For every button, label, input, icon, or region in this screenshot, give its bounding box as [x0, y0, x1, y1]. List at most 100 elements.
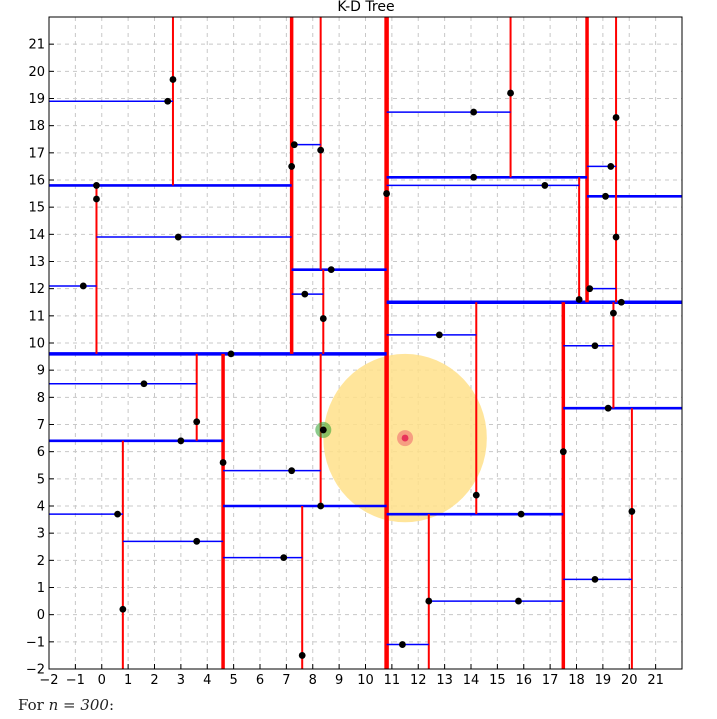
- split-lines: [49, 17, 682, 669]
- data-point: [317, 146, 325, 154]
- data-point: [319, 315, 327, 322]
- kd-tree-figure: K-D Tree −2 −1 0 1 2 3 4 5 6 7 8 9 10 11 12 13 14 15 16 17 1…: [26, 0, 683, 688]
- x-tick-label: 14: [463, 673, 480, 688]
- y-tick-label: −2: [26, 663, 45, 678]
- query-point: [401, 434, 409, 442]
- data-point: [559, 448, 567, 456]
- x-tick-label: 17: [542, 673, 559, 688]
- data-point: [327, 266, 335, 274]
- y-tick-label: 18: [28, 119, 45, 134]
- y-tick-label: 12: [28, 282, 45, 297]
- x-tick-label: 9: [335, 673, 343, 688]
- data-point: [602, 192, 609, 200]
- data-point: [140, 380, 148, 388]
- x-tick-label: 20: [621, 673, 638, 688]
- caption-math: n = 300: [48, 696, 109, 714]
- data-point: [298, 652, 306, 659]
- x-tick-label: 6: [256, 673, 264, 688]
- x-tick-label: 1: [124, 673, 132, 688]
- data-point: [591, 342, 599, 350]
- y-tick-label: 11: [28, 309, 45, 324]
- data-point: [517, 510, 525, 518]
- x-tick-label: 13: [436, 673, 453, 688]
- data-point: [164, 97, 172, 105]
- nearest-point: [319, 426, 327, 434]
- data-point: [227, 350, 235, 358]
- data-points: [79, 76, 636, 659]
- y-tick-label: 13: [28, 255, 45, 270]
- x-tick-label: 0: [98, 673, 106, 688]
- x-tick-label: −1: [66, 673, 85, 688]
- y-tick-label: 15: [28, 201, 45, 216]
- data-point: [575, 296, 583, 303]
- data-point: [586, 285, 594, 293]
- caption-suffix: :: [108, 696, 115, 714]
- x-tick-label: 10: [357, 673, 374, 688]
- y-tick-label: 21: [28, 38, 45, 53]
- y-tick-label: 16: [28, 174, 45, 189]
- y-tick-label: 19: [28, 92, 45, 107]
- y-tick-label: 8: [37, 391, 45, 406]
- data-point: [79, 282, 87, 290]
- x-tick-label: 4: [203, 673, 211, 688]
- y-tick-label: 0: [37, 608, 45, 623]
- y-tick-label: 17: [28, 146, 45, 161]
- data-point: [507, 89, 514, 97]
- y-tick-label: 2: [37, 554, 45, 569]
- y-tick-label: 4: [37, 500, 45, 515]
- data-point: [301, 290, 309, 298]
- caption: For n = 300:: [18, 696, 114, 714]
- y-tick-label: 7: [37, 418, 45, 433]
- y-tick-label: 6: [37, 445, 45, 460]
- caption-prefix: For: [18, 696, 44, 714]
- x-tick-label: −2: [39, 673, 58, 688]
- y-tick-label: −1: [26, 635, 45, 650]
- data-point: [628, 508, 636, 515]
- data-point: [317, 502, 325, 510]
- y-tick-label: 3: [37, 527, 45, 542]
- data-point: [425, 597, 433, 605]
- y-tick-label: 5: [37, 472, 45, 487]
- data-point: [612, 233, 620, 241]
- data-point: [177, 437, 185, 445]
- x-tick-label: 21: [647, 673, 664, 688]
- y-tick-label: 20: [28, 65, 45, 80]
- x-tick-label: 11: [384, 673, 401, 688]
- x-axis: −2 −1 0 1 2 3 4 5 6 7 8 9 10 11 12 13 14 15 16 17 18 19 20 21: [39, 664, 664, 688]
- x-tick-label: 18: [568, 673, 585, 688]
- data-point: [604, 404, 612, 412]
- data-point: [515, 597, 522, 605]
- data-point: [383, 190, 390, 197]
- query-markers: [315, 421, 414, 447]
- x-tick-label: 5: [229, 673, 237, 688]
- x-tick-label: 19: [595, 673, 612, 688]
- x-tick-label: 7: [282, 673, 290, 688]
- data-point: [288, 163, 296, 170]
- data-point: [435, 331, 443, 339]
- data-point: [472, 491, 480, 499]
- data-point: [193, 537, 201, 545]
- data-point: [612, 114, 620, 121]
- x-tick-label: 8: [309, 673, 317, 688]
- data-point: [290, 141, 298, 149]
- data-point: [119, 605, 127, 613]
- y-tick-label: 10: [28, 337, 45, 352]
- x-tick-label: 12: [410, 673, 427, 688]
- x-tick-label: 16: [515, 673, 532, 688]
- data-point: [470, 173, 478, 181]
- data-point: [591, 575, 599, 583]
- chart-title: K-D Tree: [337, 0, 394, 15]
- data-point: [219, 459, 227, 466]
- data-point: [280, 554, 288, 562]
- y-tick-label: 14: [28, 228, 45, 243]
- data-point: [610, 309, 617, 317]
- data-point: [169, 76, 177, 83]
- data-point: [399, 641, 406, 648]
- x-tick-label: 2: [150, 673, 158, 688]
- data-point: [93, 182, 100, 189]
- data-point: [288, 467, 296, 475]
- data-point: [193, 418, 201, 426]
- data-point: [541, 182, 549, 189]
- data-point: [174, 233, 182, 241]
